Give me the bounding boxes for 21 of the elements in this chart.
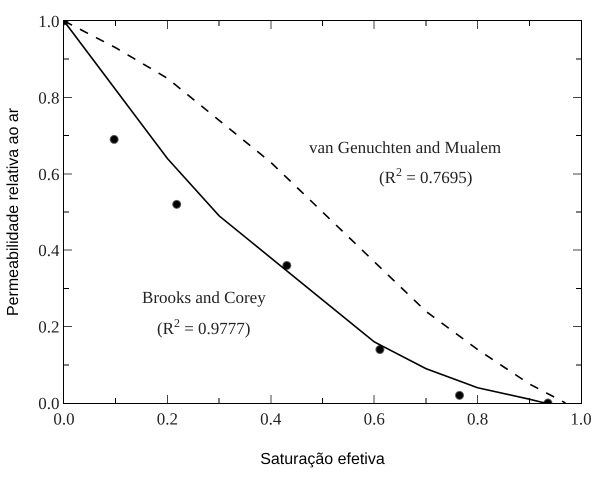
x-tick-label: 1.0 — [570, 410, 592, 428]
y-tick-label: 1.0 — [38, 12, 60, 31]
point — [455, 390, 464, 400]
y-tick-label: 0.2 — [38, 318, 60, 337]
point — [375, 345, 384, 354]
y-tick-label: 0.4 — [38, 241, 60, 260]
x-tick-label: 0.6 — [364, 410, 385, 428]
point — [282, 260, 292, 270]
x-tick-label: 0.4 — [260, 410, 282, 428]
y-tick-label: 0.8 — [38, 88, 60, 108]
annotation: (R$^{2}$ = 0.9777) — [157, 316, 250, 338]
x-axis-title: Saturação efetiva — [260, 451, 385, 468]
annotation: (R$^{2}$ = 0.7695) — [379, 165, 472, 188]
annotation: Brooks and Corey — [142, 288, 266, 307]
annotation: van Genuchten and Mualem — [309, 138, 502, 157]
x-tick-label: 0.8 — [466, 410, 488, 428]
y-axis-title: Permeabilidade relativa ao ar — [5, 107, 22, 316]
point — [110, 134, 119, 144]
point — [172, 200, 182, 209]
x-tick-label: 0.2 — [156, 410, 178, 428]
y-tick-label: 0.6 — [38, 164, 60, 184]
